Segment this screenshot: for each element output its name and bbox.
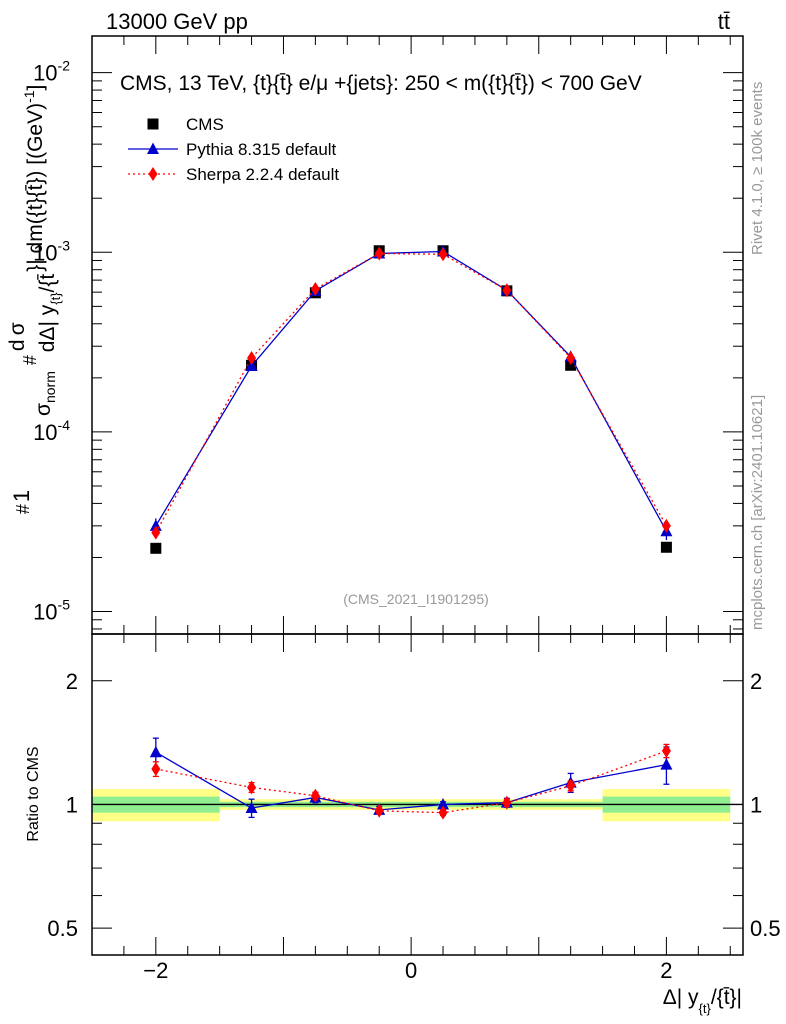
watermark: (CMS_2021_I1901295) (343, 591, 489, 607)
main-x-ticks (91, 36, 731, 634)
ylabel-den: dΔ| y (36, 304, 59, 352)
main-y-axis-label: #1 (9, 490, 34, 514)
main-y-tick-label: 10-5 (33, 597, 70, 625)
ylabel-sigma: σ (32, 403, 55, 416)
ratio-line-1 (155, 750, 667, 814)
main-title: CMS, 13 TeV, {t}{t̄} e/μ +{jets}: 250 < … (120, 72, 642, 95)
legend-label: Sherpa 2.2.4 default (186, 165, 339, 184)
xlabel-sub: {t} (699, 1001, 712, 1016)
ratio-point (502, 795, 512, 810)
legend-label: CMS (186, 115, 224, 134)
ratio-series (149, 737, 673, 820)
ratio-point (374, 803, 384, 818)
main-y-tick-label: 10-3 (33, 237, 70, 265)
ylabel-den-tail: /{t̄ (36, 274, 59, 293)
legend-marker (147, 142, 159, 154)
x-tick-label: 0 (405, 958, 417, 983)
ylabel-rest: }| dm({t}{t̄}) [(GeV) (24, 103, 47, 272)
main-point (374, 246, 384, 261)
ratio-y-tick-label: 0.5 (47, 916, 78, 941)
xlabel-main: Δ| y (663, 986, 699, 1009)
x-tick-label: 2 (660, 958, 672, 983)
legend-label: Pythia 8.315 default (186, 140, 337, 159)
ratio-bands (92, 789, 743, 822)
main-line-1 (155, 250, 667, 532)
ratio-point (310, 788, 320, 803)
main-y-tick-label: 10-4 (33, 417, 70, 445)
ratio-point (151, 761, 161, 776)
ylabel-num2: # (20, 355, 40, 365)
ratio-point (437, 797, 450, 810)
ratio-point (660, 758, 673, 770)
header-right: tt̄ (718, 9, 730, 34)
xlabel-tail: /{t̄}| (711, 986, 742, 1009)
main-point (150, 542, 162, 554)
legend-marker (147, 118, 159, 130)
main-y-tick-label: 10-2 (33, 58, 70, 86)
ratio-point (438, 805, 448, 820)
ratio-y-tick-label-right: 0.5 (750, 916, 781, 941)
ratio-y-tick-label: 1 (66, 792, 78, 817)
x-axis-label: Δ| y{t}/{t̄}| (663, 986, 742, 1016)
ylabel-dsigma: d σ (6, 322, 29, 351)
main-series (149, 245, 673, 554)
ratio-point (247, 780, 257, 795)
main-panel: CMS, 13 TeV, {t}{t̄} e/μ +{jets}: 250 < … (33, 35, 744, 635)
main-point (661, 518, 671, 533)
ratio-y-tick-label-right: 2 (750, 669, 762, 694)
main-point (660, 541, 672, 553)
legend-marker (148, 167, 158, 181)
x-tick-label: −2 (143, 958, 168, 983)
ylabel-one: 1 (9, 490, 34, 502)
ylabel-num1: # (13, 504, 33, 514)
main-point (502, 283, 512, 298)
ratio-point (149, 745, 162, 758)
header-left: 13000 GeV pp (106, 9, 248, 34)
main-line-2 (155, 252, 667, 533)
main-point (247, 350, 257, 365)
main-y-axis-label-full: σnorm# d σ dΔ| y{t}/{t̄ }| dm({t}{t̄}) [(Ge… (6, 85, 63, 416)
svg-text:σnorm#d σdΔ| y{t}/{t̄}| dm({t}: σnorm# d σ dΔ| y{t}/{t̄ }| dm({t}{t̄}) [(Ge… (6, 85, 63, 416)
mcplots-label: mcplots.cern.ch [arXiv:2401.10621] (749, 395, 766, 630)
svg-text:#1: #1 (9, 490, 34, 514)
main-point (310, 281, 320, 296)
main-point (245, 359, 258, 371)
ylabel-exp: -1 (21, 90, 37, 103)
legend: CMS Pythia 8.315 default Sherpa 2.2.4 defa… (128, 115, 339, 184)
ratio-y-axis-label: Ratio to CMS (25, 746, 42, 841)
ratio-y-tick-label-right: 1 (750, 792, 762, 817)
ratio-y-tick-label: 2 (66, 669, 78, 694)
main-point (565, 359, 577, 371)
ratio-point (661, 743, 671, 758)
ylabel-sub-t: {t} (48, 292, 63, 305)
ratio-y-ticks: 2 2 1 1 0.5 0.5 (47, 669, 780, 941)
main-point (438, 247, 448, 262)
ratio-point (566, 778, 576, 793)
main-point (151, 525, 161, 540)
ratio-panel: 2 2 1 1 0.5 0.5 −2 0 2 Ratio to CMS (25, 633, 781, 983)
ylabel-close: ] (24, 85, 47, 91)
main-y-ticks: 10-2 10-3 10-4 10-5 (33, 58, 743, 630)
ratio-line-0 (155, 751, 667, 811)
ratio-point (245, 801, 258, 814)
ylabel-norm: norm (42, 371, 58, 403)
ratio-x-ticks: −2 0 2 (91, 634, 731, 983)
main-point (566, 350, 576, 365)
rivet-label: Rivet 4.1.0, ≥ 100k events (749, 82, 766, 255)
